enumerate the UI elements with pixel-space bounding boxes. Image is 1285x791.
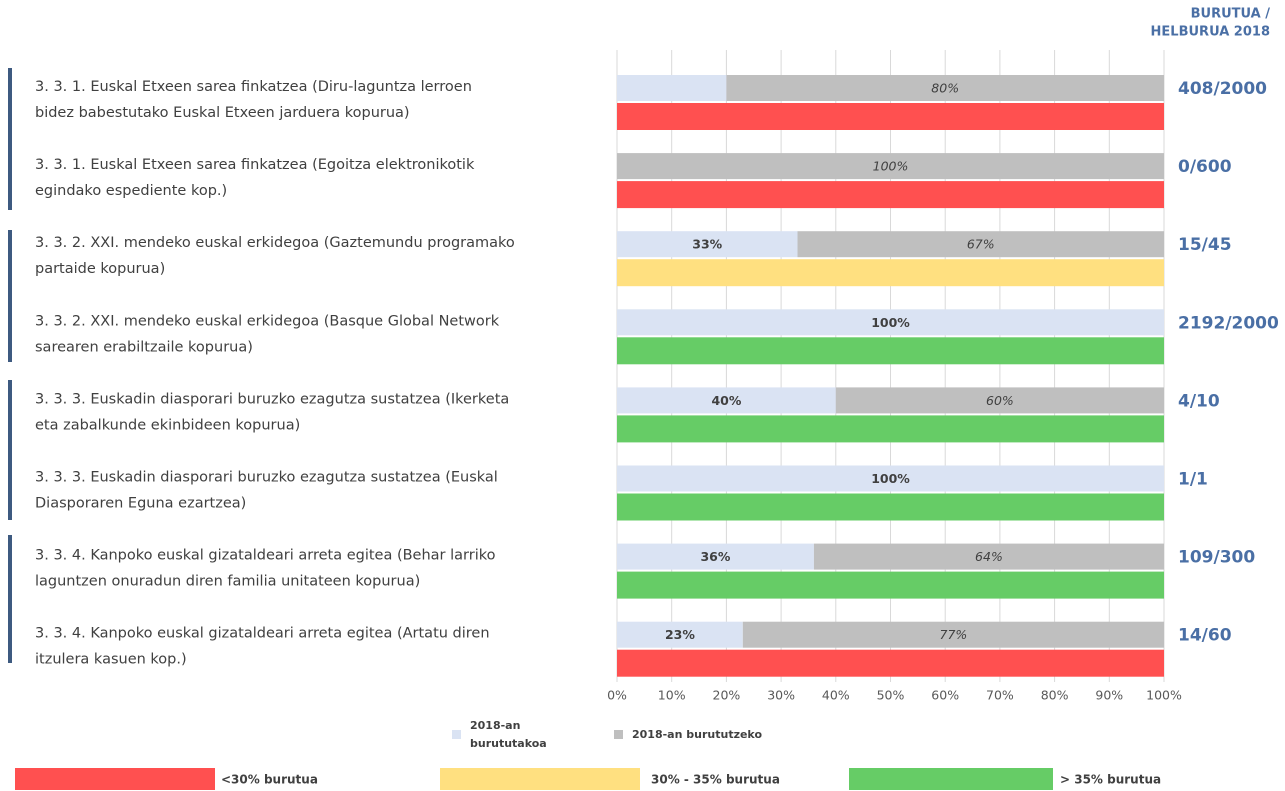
ratio: 14/60	[1178, 626, 1232, 646]
row-label: 3. 3. 4. Kanpoko euskal gizataldeari arr…	[35, 626, 490, 642]
row-label: 3. 3. 2. XXI. mendeko euskal erkidegoa (…	[35, 313, 500, 329]
row-label: sarearen erabiltzaile kopurua)	[35, 339, 253, 355]
bar-segment	[835, 387, 1164, 414]
data-label: 36%	[700, 549, 730, 564]
ratio: 15/45	[1178, 235, 1232, 255]
status-legend-swatch	[15, 768, 215, 790]
data-label: 100%	[871, 315, 910, 330]
status-bar	[617, 259, 1164, 287]
x-tick-label: 80%	[1041, 688, 1069, 703]
status-bar	[617, 649, 1164, 677]
data-label: 33%	[692, 237, 722, 252]
data-label: 60%	[986, 393, 1014, 408]
data-label: 100%	[873, 159, 909, 174]
x-tick-label: 70%	[986, 688, 1014, 703]
row-label: 3. 3. 2. XXI. mendeko euskal erkidegoa (…	[35, 235, 515, 251]
group-separator	[8, 230, 12, 362]
row-label: egindako espediente kop.)	[35, 183, 227, 199]
group-separator	[8, 380, 12, 520]
ratio: 4/10	[1178, 391, 1220, 411]
bar-segment	[797, 231, 1164, 258]
row-label: bidez babestutako Euskal Etxeen jarduera…	[35, 105, 410, 121]
x-tick-label: 90%	[1095, 688, 1123, 703]
ratio: 408/2000	[1178, 79, 1267, 99]
legend-label: 2018-an burututzeko	[632, 728, 762, 741]
legend-swatch	[614, 730, 623, 739]
status-bar	[617, 571, 1164, 599]
bar-segment	[726, 75, 1164, 101]
ratio: 109/300	[1178, 548, 1255, 568]
data-label: 64%	[975, 549, 1003, 564]
x-tick-label: 100%	[1146, 688, 1182, 703]
bar-segment	[617, 543, 814, 570]
status-legend-label: 30% - 35% burutua	[651, 773, 780, 787]
x-tick-label: 0%	[607, 688, 627, 703]
x-tick-label: 50%	[877, 688, 905, 703]
row-label: itzulera kasuen kop.)	[35, 652, 187, 668]
status-legend-label: <30% burutua	[221, 773, 318, 787]
row-label: 3. 3. 3. Euskadin diasporari buruzko eza…	[35, 391, 509, 407]
bar-segment	[617, 387, 836, 414]
row-label: eta zabalkunde ekinbideen kopurua)	[35, 417, 300, 433]
status-legend-swatch	[849, 768, 1053, 790]
x-tick-label: 20%	[713, 688, 741, 703]
status-bar	[617, 493, 1164, 521]
bar-segment	[617, 75, 727, 101]
row-label: laguntzen onuradun diren familia unitate…	[35, 574, 420, 590]
x-tick-label: 40%	[822, 688, 850, 703]
row-label: 3. 3. 4. Kanpoko euskal gizataldeari arr…	[35, 548, 496, 564]
row-label: 3. 3. 3. Euskadin diasporari buruzko eza…	[35, 470, 498, 486]
ratio-header: BURUTUA /	[1191, 7, 1271, 22]
data-label: 77%	[940, 627, 968, 642]
ratio: 1/1	[1178, 470, 1208, 490]
row-label: Diasporaren Eguna ezartzea)	[35, 496, 246, 512]
data-label: 67%	[967, 237, 995, 252]
bar-segment	[617, 621, 743, 648]
x-tick-label: 10%	[658, 688, 686, 703]
status-bar	[617, 337, 1164, 365]
status-legend-swatch	[440, 768, 640, 790]
ratio: 0/600	[1178, 157, 1232, 177]
row-label: 3. 3. 1. Euskal Etxeen sarea finkatzea (…	[35, 79, 472, 95]
status-bar	[617, 103, 1164, 130]
bar-segment	[813, 543, 1164, 570]
row-label: partaide kopurua)	[35, 261, 165, 277]
bar-segment	[742, 621, 1164, 648]
group-separator	[8, 535, 12, 663]
bar-segment	[617, 231, 798, 258]
status-bar	[617, 415, 1164, 443]
bar-segment	[617, 153, 1164, 180]
ratio: 2192/2000	[1178, 313, 1279, 333]
ratio-header: HELBURUA 2018	[1151, 25, 1270, 40]
row-label: 3. 3. 1. Euskal Etxeen sarea finkatzea (…	[35, 157, 475, 173]
bar-segment	[617, 465, 1164, 492]
status-bar	[617, 181, 1164, 209]
legend-swatch	[452, 730, 461, 739]
data-label: 100%	[871, 471, 910, 486]
group-separators	[8, 68, 12, 663]
legend-label: 2018-an burututakoa	[470, 719, 547, 750]
group-separator	[8, 68, 12, 210]
bar-segment	[617, 309, 1164, 336]
x-tick-label: 60%	[931, 688, 959, 703]
data-label: 80%	[931, 81, 959, 96]
x-tick-label: 30%	[767, 688, 795, 703]
data-label: 23%	[665, 627, 695, 642]
data-label: 40%	[711, 393, 741, 408]
status-legend-label: > 35% burutua	[1060, 773, 1161, 787]
